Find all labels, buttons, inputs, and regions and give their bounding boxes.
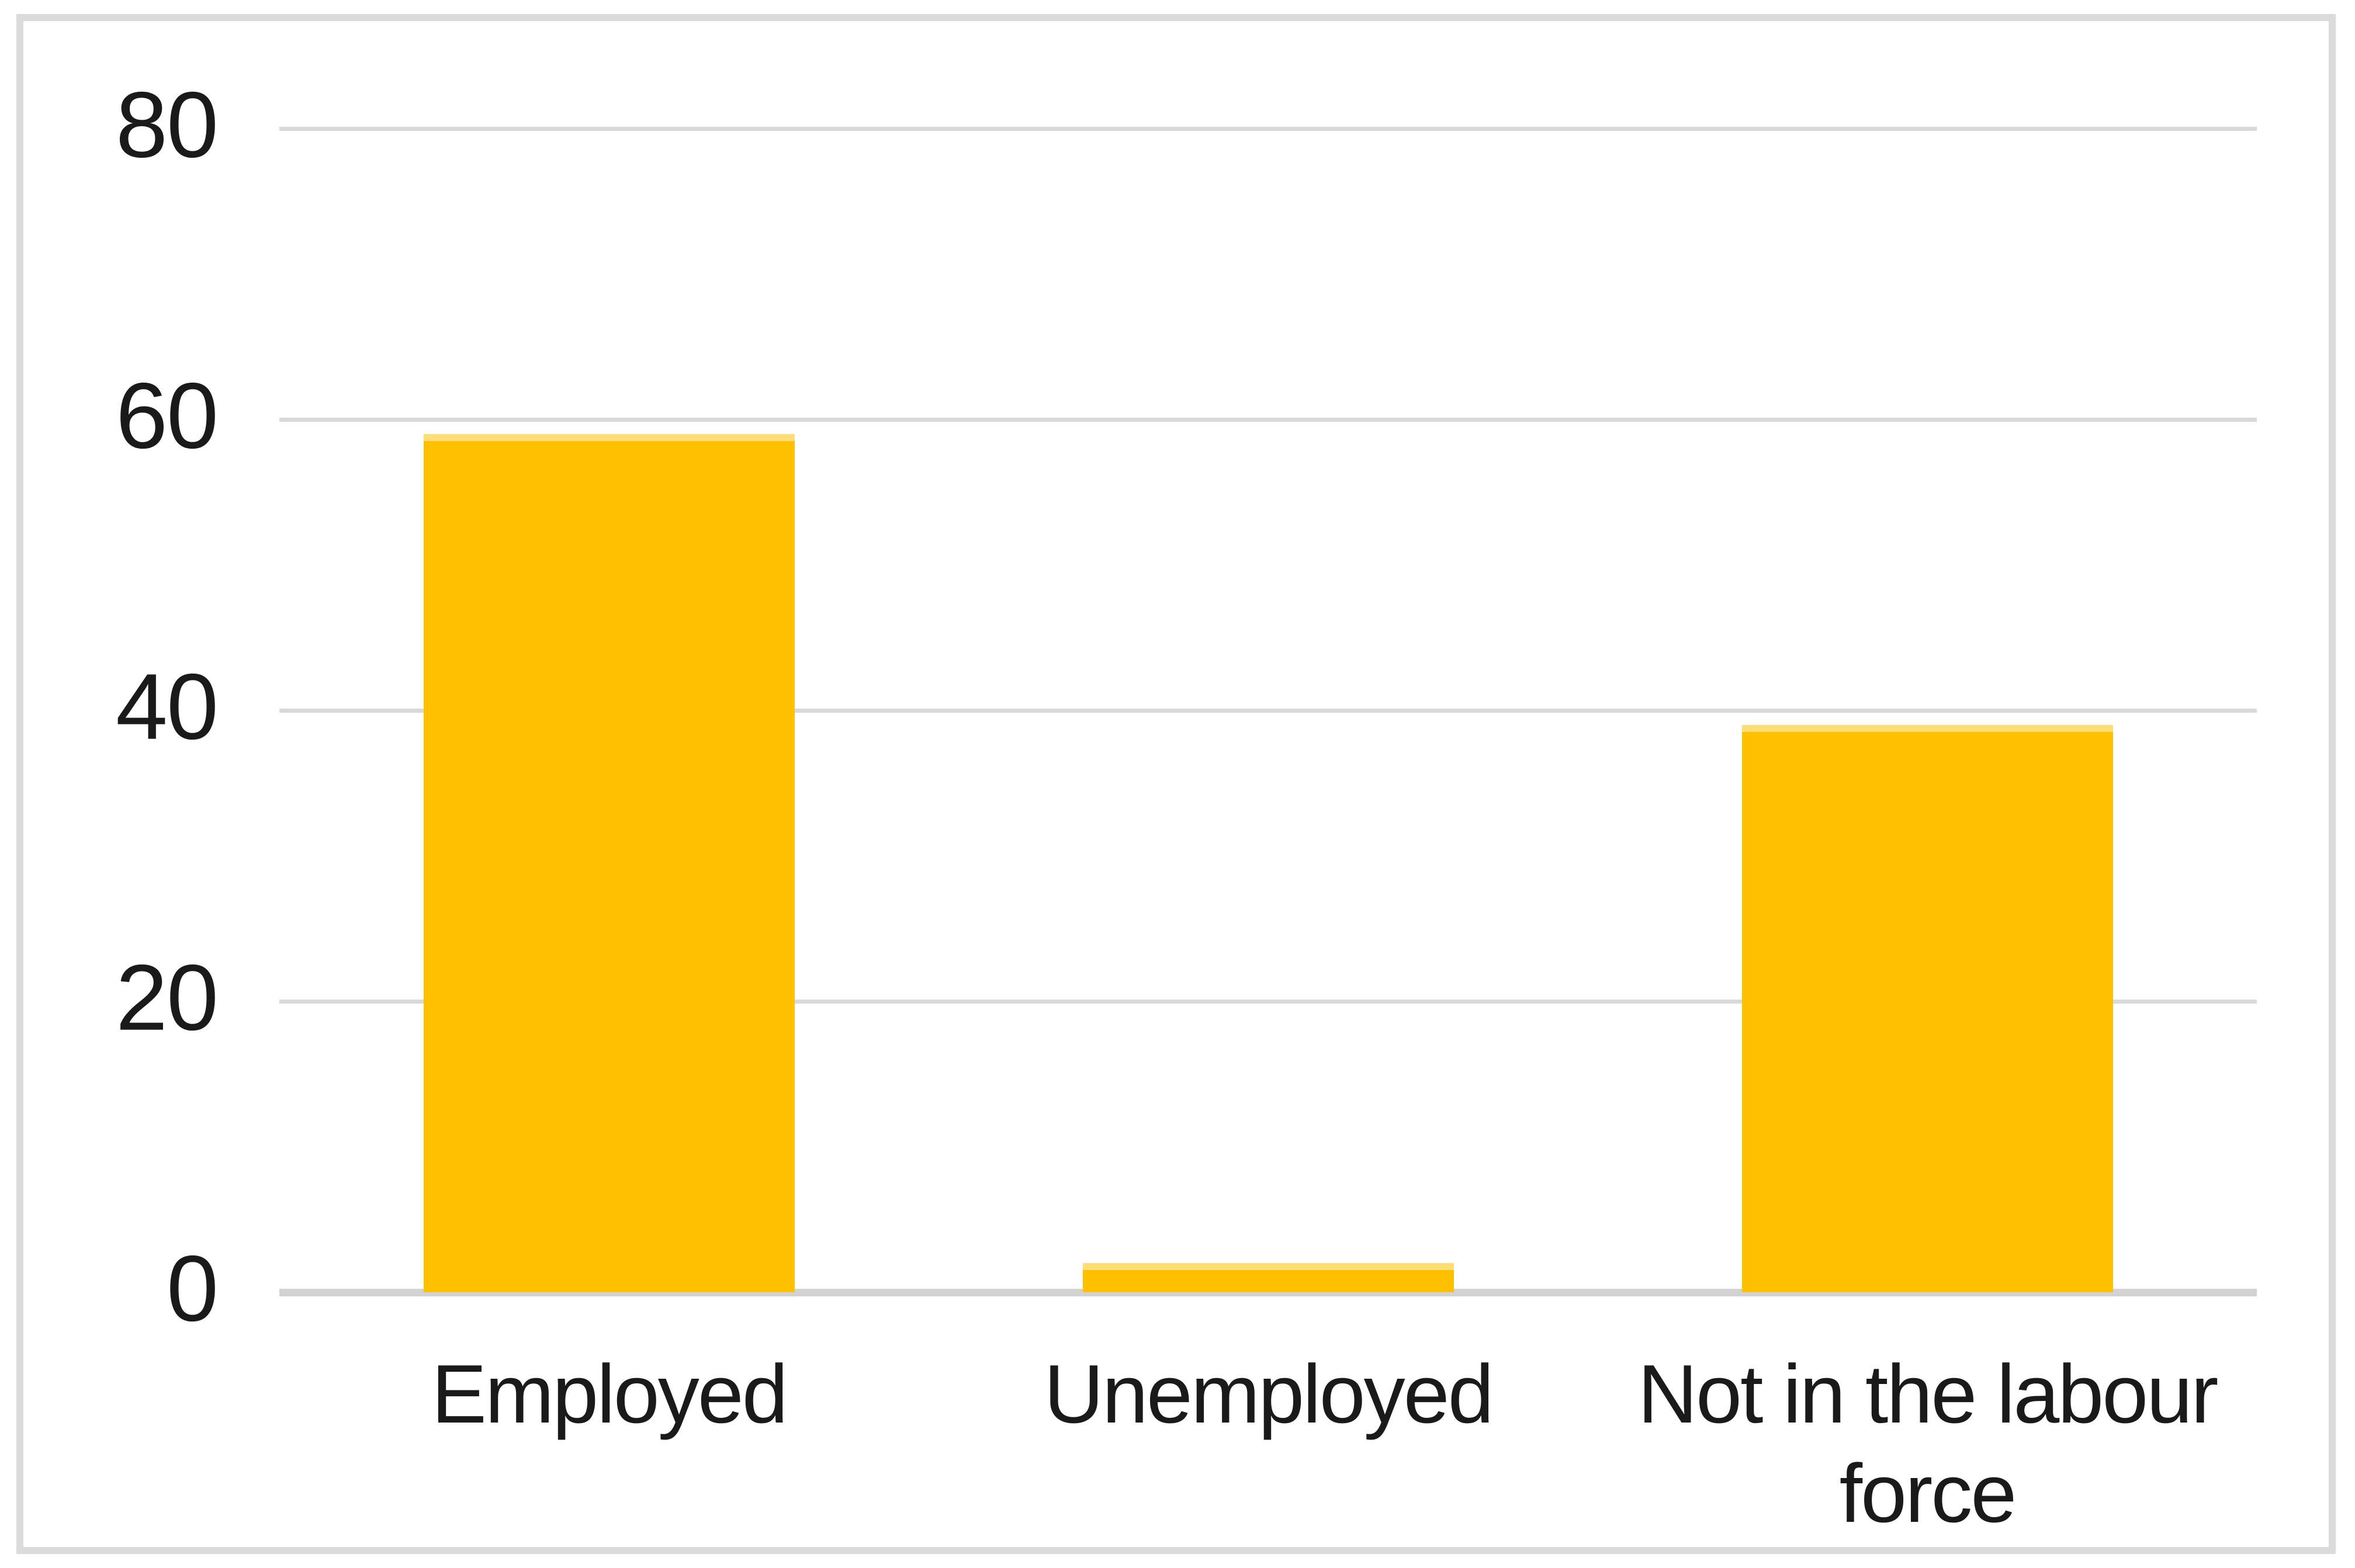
gridline-60 bbox=[279, 418, 2257, 422]
bar-employed bbox=[424, 434, 795, 1292]
gridline-40 bbox=[279, 709, 2257, 713]
y-tick-label-40: 40 bbox=[116, 654, 219, 759]
y-tick-label-60: 60 bbox=[116, 363, 219, 468]
gridline-20 bbox=[279, 1000, 2257, 1004]
y-tick-label-80: 80 bbox=[116, 72, 219, 177]
y-tick-label-0: 0 bbox=[167, 1236, 219, 1341]
x-category-label-employed: Employed bbox=[431, 1348, 788, 1441]
bar-unemployed bbox=[1083, 1263, 1454, 1292]
gridline-80 bbox=[279, 127, 2257, 131]
x-category-label-not-in-labour-force: Not in the labour force bbox=[1637, 1348, 2219, 1541]
x-category-label-unemployed: Unemployed bbox=[1044, 1348, 1494, 1441]
y-tick-label-20: 20 bbox=[116, 945, 219, 1050]
bar-not-in-labour-force bbox=[1742, 725, 2113, 1292]
